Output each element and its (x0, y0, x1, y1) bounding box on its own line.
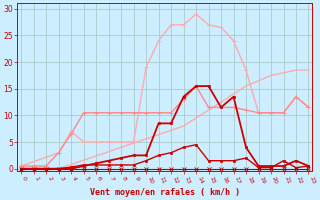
X-axis label: Vent moyen/en rafales ( km/h ): Vent moyen/en rafales ( km/h ) (90, 188, 240, 197)
